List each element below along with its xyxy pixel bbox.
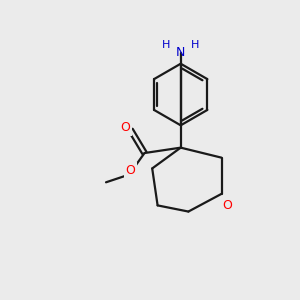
Text: H: H (162, 40, 170, 50)
Text: O: O (222, 199, 232, 212)
Text: O: O (120, 121, 130, 134)
Text: N: N (176, 46, 185, 59)
Text: H: H (191, 40, 200, 50)
Text: O: O (126, 164, 136, 177)
